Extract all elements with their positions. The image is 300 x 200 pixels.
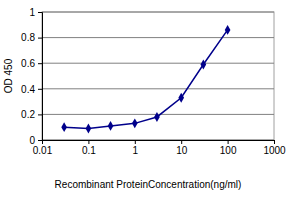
y-tick-label: 0.2 [21,109,35,120]
x-tick: 1 [133,140,139,156]
y-tick-label: 0 [29,135,35,146]
x-tick-label: 0.01 [33,145,53,156]
y-axis-title: OD 450 [3,58,14,93]
grid-line [42,63,274,64]
y-tick-mark [38,12,42,13]
x-tick: 100 [220,140,237,156]
data-point [225,25,231,35]
x-tick: 0.01 [33,140,53,156]
y-tick: 0.8 [21,32,42,43]
y-tick-label: 1 [29,7,35,18]
x-tick: 0.1 [82,140,96,156]
x-tick-mark [181,140,182,144]
y-tick: 0.4 [21,84,42,95]
y-tick: 1 [29,7,42,18]
data-point [86,124,92,134]
grid [42,12,274,140]
data-point [178,93,184,103]
y-tick: 0.6 [21,58,42,69]
grid-line [42,12,274,13]
y-tick-mark [38,63,42,64]
x-tick-mark [228,140,229,144]
y-tick-mark [38,140,42,141]
y-tick-label: 0.6 [21,58,35,69]
data-point [61,122,67,132]
y-tick-label: 0.4 [21,84,35,95]
data-point [132,118,138,128]
y-tick-mark [38,89,42,90]
x-tick-label: 0.1 [82,145,96,156]
data-point [200,60,206,70]
y-tick-label: 0.8 [21,32,35,43]
y-axis-line [38,13,43,141]
x-tick-label: 1 [133,145,139,156]
grid-line [42,37,274,38]
x-tick-mark [88,140,89,144]
plot-frame [42,12,274,140]
y-tick-mark [38,38,42,39]
data-point [154,112,160,122]
x-tick-mark [274,140,275,144]
x-tick-label: 100 [220,145,237,156]
x-axis: 0.01 0.1 1 10 100 1000 [33,140,286,156]
data-line [64,30,227,129]
grid-line [42,88,274,89]
x-axis-line [43,141,275,145]
series [61,25,230,133]
x-axis-title: Recombinant ProteinConcentration(ng/ml) [55,179,242,190]
x-tick: 1000 [263,140,286,156]
y-tick: 0.2 [21,109,42,120]
x-tick: 10 [176,140,188,156]
x-tick-label: 10 [176,145,188,156]
x-tick-mark [135,140,136,144]
data-point [108,121,114,131]
y-tick: 0 [29,135,42,146]
chart: 0.01 0.1 1 10 100 1000 0 0.2 0.4 0.6 0.8 1 Recombina… [0,0,300,200]
y-tick-mark [38,114,42,115]
x-tick-label: 1000 [263,145,286,156]
y-axis: 0 0.2 0.4 0.6 0.8 1 [21,7,42,146]
